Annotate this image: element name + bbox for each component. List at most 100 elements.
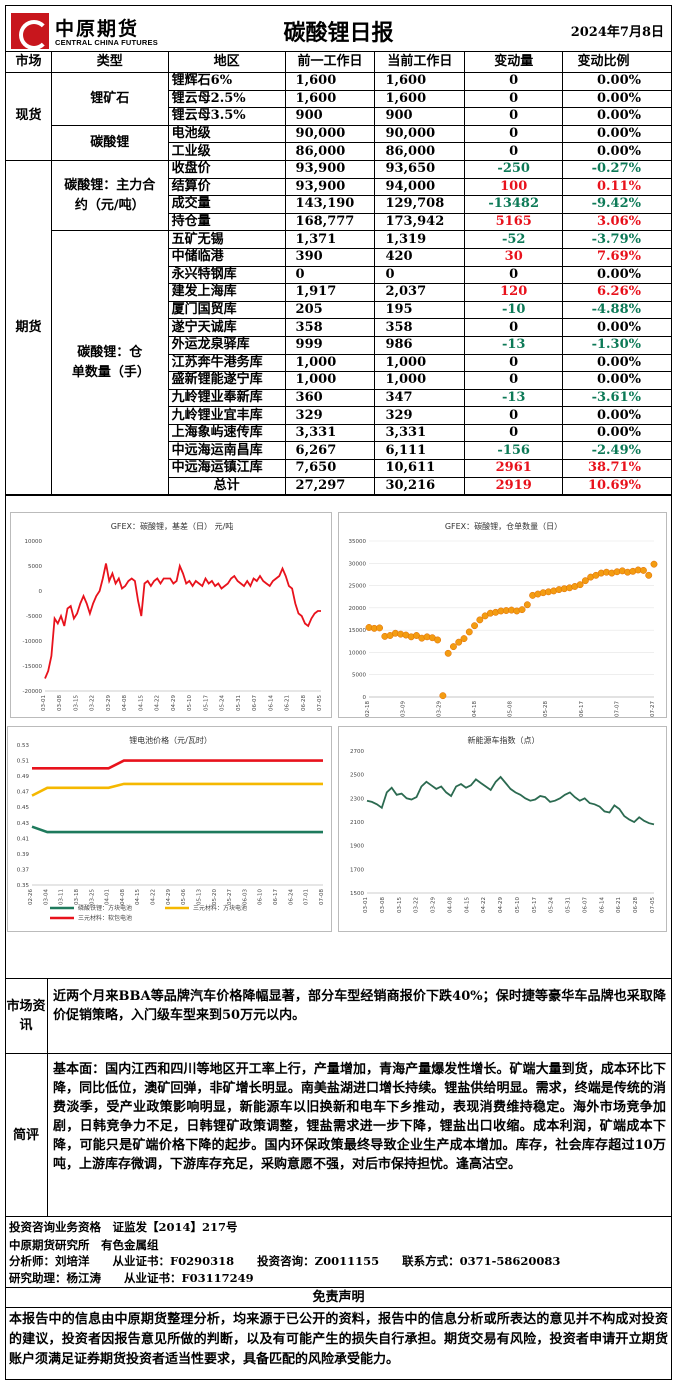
charts-area [5,495,672,947]
y-tick-label: 0.49 [17,774,30,780]
data-point [376,624,384,632]
change-pct-cell: 0.00% [562,318,672,337]
x-tick-label: 05-13 [196,889,202,905]
x-tick-label: 06-03 [242,889,248,905]
disclaimer-text: 本报告中的信息由中原期货整理分析，均来源于已公开的资料，报告中的信息分析或所表达… [9,1312,668,1367]
company-logo: 中原期货 CENTRAL CHINA FUTURES [11,13,161,50]
change-cell: 2961 [464,459,564,478]
change-cell: -52 [464,230,564,249]
x-tick-label: 04-08 [447,897,453,913]
change-pct-cell: 0.00% [562,142,672,161]
y-tick-label: 0.45 [17,805,30,811]
change-cell: 0 [464,142,564,161]
cur-value-cell: 173,942 [374,212,466,232]
y-tick-label: -5000 [26,614,42,620]
table-header-row: 市场 类型 地区 前一工作日 当前工作日 变动量 变动比例 [5,51,672,73]
table-body: 现货 锂矿石 锂辉石6% 1,600 1,600 0 0.00% 锂云母2.5% 1,600 1,… [5,72,672,496]
x-tick-label: 04-22 [481,897,487,913]
region-cell: 上海象屿速传库 [167,423,286,443]
x-tick-label: 06-14 [268,695,274,711]
change-pct-cell: -3.61% [562,388,672,408]
change-cell: 0 [464,406,564,425]
x-tick-label: 04-29 [171,695,177,711]
cur-value-cell: 1,000 [374,353,466,373]
footer-institute: 中原期货研究所 有色金属组 [9,1238,159,1252]
region-cell: 江苏奔牛港务库 [167,353,286,373]
region-cell: 持仓量 [167,212,286,232]
data-point [471,622,479,630]
chart-title: 锂电池价格（元/瓦时） [129,735,212,745]
table-row: 碳酸锂 电池级 90,000 90,000 0 0.00% [6,124,672,161]
footer-assistant: 研究助理：杨江涛 从业证书：F03117249 [9,1271,254,1285]
review-section: 简评 基本面：国内江西和四川等地区开工率上行，产量增加，青海产量爆发性增长。矿端… [5,1053,672,1216]
table-row: 碳酸锂：仓单数量（手） 五矿无锡 1,371 1,319 -52 -3.79% [6,230,672,496]
news-text: 近两个月来BBA等品牌汽车价格降幅显著，部分车型经销商报价下跌40%；保时捷等豪… [53,989,666,1023]
data-point [465,628,473,636]
y-tick-label: 0.35 [17,883,30,889]
region-cell: 成交量 [167,195,286,214]
change-pct-cell: 38.71% [562,459,672,478]
chart-battery-price-svg: 锂电池价格（元/瓦时） 0.53 0.51 0.49 0.47 0.45 0.43 0.41 0… [17,735,325,922]
change-cell: -13 [464,388,564,408]
x-tick-label: 06-07 [582,897,588,913]
cur-value-cell: 2,037 [374,283,466,302]
region-cell: 收盘价 [167,159,286,179]
y-tick-label: 0.41 [17,836,29,842]
region-cell: 工业级 [167,142,286,161]
x-tick-label: 03-25 [89,889,95,905]
x-tick-label: 03-18 [74,889,80,905]
col-header-chg: 变动量 [464,51,564,73]
data-point [581,577,589,585]
prev-value-cell: 86,000 [284,142,376,161]
change-pct-cell: 0.00% [562,265,672,285]
change-pct-cell: 0.00% [562,72,672,91]
report-title: 碳酸锂日报 [283,21,394,46]
x-tick-label: 04-15 [135,889,141,905]
cur-value-cell: 6,111 [374,441,466,461]
col-header-region: 地区 [167,51,286,73]
region-cell: 锂云母2.5% [167,89,286,109]
x-tick-label: 05-28 [543,701,549,717]
data-point [460,635,468,643]
prev-value-cell: 205 [284,300,376,320]
prev-value-cell: 1,000 [284,353,376,373]
x-tick-label: 04-08 [122,695,128,711]
chart-title: 新能源车指数（点） [468,735,540,745]
change-cell: 0 [464,89,564,109]
legend-label: 磷酸铁锂：方块电池 [78,904,132,912]
cur-value-cell: 986 [374,335,466,355]
y-tick-label: 35000 [349,539,367,545]
change-pct-cell: 0.11% [562,177,672,197]
y-tick-label: 2300 [350,796,364,802]
x-tick-label: 05-27 [227,889,233,905]
prev-value-cell: 143,190 [284,195,376,214]
series-line [32,759,323,770]
cur-value-cell: 129,708 [374,195,466,214]
x-tick-label: 06-07 [252,695,258,711]
x-tick-label: 07-08 [319,889,325,905]
cur-value-cell: 900 [374,107,466,126]
chart-basis: GFEX：碳酸锂，基差（日） 元/吨 10000 5000 0 -5000 -10000 -… [10,512,332,718]
news-label: 市场资讯 [5,979,48,1053]
x-tick-label: 05-24 [220,695,226,711]
y-tick-label: 15000 [349,628,367,634]
prev-value-cell: 27,297 [284,476,376,496]
table-row: 盛新锂能遂宁库 1,000 1,000 0 0.00% [6,371,672,390]
x-tick-label: 05-20 [212,889,218,905]
change-pct-cell: 0.00% [562,124,672,144]
price-table: 市场 类型 地区 前一工作日 当前工作日 变动量 变动比例 现货 锂矿石 锂辉石6%… [5,51,672,496]
prev-value-cell: 390 [284,247,376,267]
change-pct-cell: 6.26% [562,283,672,302]
x-tick-label: 06-10 [258,889,264,905]
data-point [650,560,658,568]
data-point [476,616,484,624]
prev-value-cell: 900 [284,107,376,126]
x-tick-label: 03-29 [106,695,112,711]
prev-value-cell: 360 [284,388,376,408]
prev-value-cell: 1,600 [284,72,376,91]
change-cell: 0 [464,107,564,126]
change-cell: 0 [464,353,564,373]
x-tick-label: 03-08 [380,897,386,913]
prev-value-cell: 1,600 [284,89,376,109]
y-tick-label: 0.43 [17,821,30,827]
